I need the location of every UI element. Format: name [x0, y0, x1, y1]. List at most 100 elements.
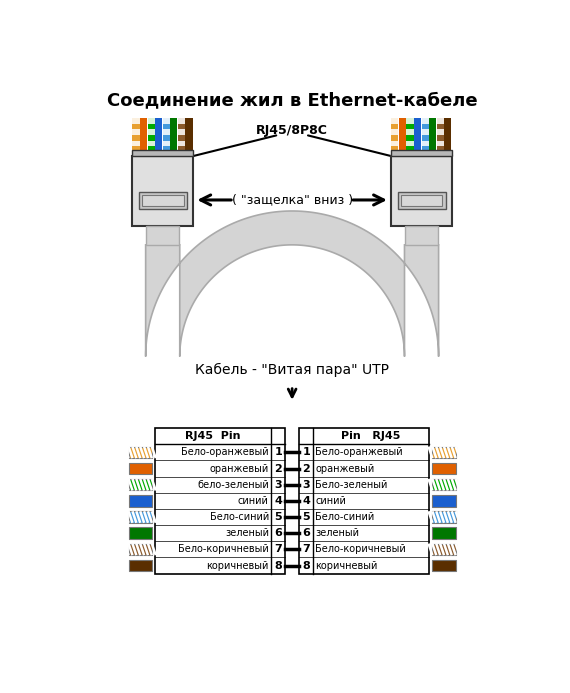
Text: коричневый: коричневый [206, 561, 269, 570]
Bar [155, 428, 285, 574]
Bar [299, 428, 429, 574]
Bar [392, 150, 452, 157]
Bar [437, 141, 444, 146]
Bar [422, 130, 429, 135]
Bar [148, 152, 155, 158]
Polygon shape [146, 211, 438, 356]
Text: зеленый: зеленый [315, 528, 359, 538]
Bar [178, 118, 185, 123]
Text: 8: 8 [274, 561, 282, 570]
Text: 4: 4 [274, 496, 282, 506]
Text: 1: 1 [274, 448, 282, 457]
Bar [162, 130, 170, 135]
Bar [437, 152, 444, 158]
Bar [162, 141, 170, 146]
Bar [437, 130, 444, 135]
Bar [392, 130, 398, 135]
Text: Бело-синий: Бело-синий [210, 512, 269, 522]
Bar [429, 118, 436, 158]
Text: коричневый: коричневый [315, 561, 378, 570]
Text: 4: 4 [302, 496, 310, 506]
Bar [129, 463, 152, 474]
Bar [433, 511, 455, 523]
Bar [142, 195, 184, 207]
Bar [148, 118, 155, 123]
Text: Бело-синий: Бело-синий [315, 512, 374, 522]
Bar [433, 446, 455, 458]
Bar [399, 118, 406, 158]
Bar [178, 152, 185, 158]
Bar [162, 118, 170, 123]
Text: Бело-оранжевый: Бело-оранжевый [315, 448, 403, 457]
Text: 6: 6 [274, 528, 282, 538]
Bar [422, 118, 429, 123]
Text: 7: 7 [274, 545, 282, 554]
Text: 2: 2 [274, 464, 282, 473]
Bar [392, 118, 398, 158]
Bar [406, 141, 414, 146]
Bar [406, 118, 414, 158]
Text: Кабель - "Витая пара" UTP: Кабель - "Витая пара" UTP [195, 362, 389, 377]
Bar [132, 152, 140, 158]
Text: 7: 7 [302, 545, 310, 554]
Text: 1: 1 [302, 448, 310, 457]
Bar [148, 141, 155, 146]
Text: синий: синий [238, 496, 269, 506]
Bar [129, 495, 152, 507]
Bar [140, 118, 147, 158]
Bar [146, 226, 180, 245]
Bar [433, 560, 455, 571]
Bar [406, 118, 414, 123]
Bar [392, 152, 398, 158]
Bar [132, 118, 140, 123]
Bar [178, 130, 185, 135]
Text: Бело-коричневый: Бело-коричневый [178, 545, 269, 554]
Text: Бело-зеленый: Бело-зеленый [315, 480, 388, 490]
Bar [392, 141, 398, 146]
Bar [162, 152, 170, 158]
Bar [437, 118, 444, 158]
Bar [129, 446, 152, 458]
Text: RJ45/8P8C: RJ45/8P8C [256, 125, 328, 137]
Bar [155, 118, 162, 158]
Bar [178, 118, 185, 158]
Text: 8: 8 [302, 561, 310, 570]
Bar [437, 118, 444, 123]
Bar [397, 193, 446, 209]
Bar [401, 195, 442, 207]
Bar [132, 150, 193, 157]
Bar [414, 118, 421, 158]
Bar [433, 495, 455, 507]
Text: оранжевый: оранжевый [315, 464, 374, 473]
Bar [148, 118, 155, 158]
Bar [433, 527, 455, 539]
Bar [132, 157, 193, 226]
Text: 5: 5 [274, 512, 282, 522]
Bar [406, 152, 414, 158]
Bar [422, 118, 429, 158]
Bar [185, 118, 193, 158]
Bar [129, 527, 152, 539]
Bar [422, 152, 429, 158]
Bar [139, 193, 187, 209]
Bar [162, 118, 170, 158]
Text: Pin   RJ45: Pin RJ45 [341, 431, 401, 441]
Text: 6: 6 [302, 528, 310, 538]
Bar [433, 463, 455, 474]
Text: 5: 5 [302, 512, 310, 522]
Bar [129, 479, 152, 491]
Bar [170, 118, 177, 158]
Bar [129, 560, 152, 571]
Text: 3: 3 [302, 480, 310, 490]
Text: бело-зеленый: бело-зеленый [197, 480, 269, 490]
Bar [178, 141, 185, 146]
Bar [132, 118, 140, 158]
Bar [132, 130, 140, 135]
Bar [392, 157, 452, 226]
Bar [405, 226, 438, 245]
Text: Бело-коричневый: Бело-коричневый [315, 545, 406, 554]
Text: Бело-оранжевый: Бело-оранжевый [181, 448, 269, 457]
Text: 2: 2 [302, 464, 310, 473]
Text: RJ45  Pin: RJ45 Pin [185, 431, 241, 441]
Text: Соединение жил в Ethernet-кабеле: Соединение жил в Ethernet-кабеле [107, 91, 478, 109]
